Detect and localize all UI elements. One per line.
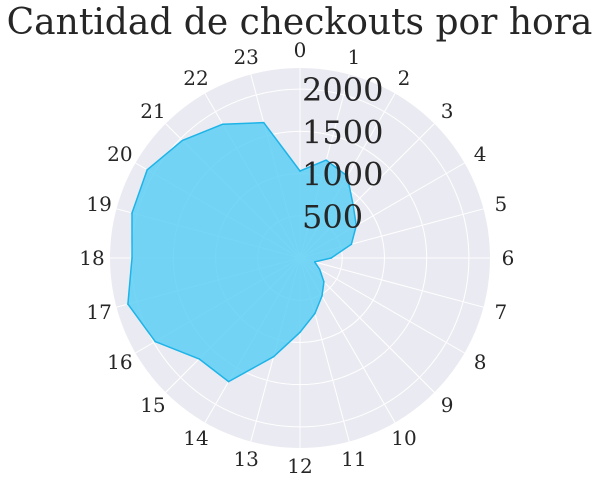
r-tick-label: 500 (302, 198, 363, 236)
theta-tick-label: 6 (502, 246, 515, 270)
theta-tick-label: 3 (441, 99, 454, 123)
theta-tick-label: 16 (107, 350, 132, 374)
theta-tick-label: 14 (183, 426, 208, 450)
theta-tick-label: 22 (183, 66, 208, 90)
r-tick-label: 2000 (302, 71, 383, 109)
data-point (318, 268, 321, 271)
theta-tick-label: 9 (441, 393, 454, 417)
chart-title: Cantidad de checkouts por hora (6, 2, 593, 43)
theta-tick-label: 13 (233, 447, 258, 471)
theta-tick-label: 12 (287, 454, 312, 478)
theta-tick-label: 10 (391, 426, 416, 450)
data-point (314, 312, 316, 315)
data-point (321, 295, 323, 297)
angular-gridline (299, 257, 465, 354)
data-point (323, 281, 325, 283)
data-point (131, 212, 133, 214)
angular-gridline (299, 257, 484, 308)
data-point (355, 224, 358, 227)
theta-tick-label: 0 (294, 38, 307, 62)
data-point (262, 121, 265, 124)
r-tick-label: 1000 (302, 156, 383, 194)
data-point (325, 159, 328, 161)
data-point (198, 358, 200, 360)
data-point (131, 257, 133, 259)
theta-tick-label: 11 (341, 447, 366, 471)
theta-tick-label: 21 (140, 99, 165, 123)
data-point (299, 170, 301, 172)
theta-tick-label: 2 (398, 66, 411, 90)
data-point (127, 303, 129, 305)
data-point (330, 257, 333, 259)
data-point (146, 168, 148, 171)
theta-tick-label: 1 (347, 45, 360, 69)
r-tick-label: 1500 (302, 113, 383, 151)
data-point (181, 139, 184, 142)
theta-tick-label: 19 (86, 192, 111, 216)
data-point (299, 331, 301, 334)
theta-tick-label: 4 (474, 142, 487, 166)
data-point (350, 243, 353, 246)
theta-tick-label: 23 (233, 45, 258, 69)
data-point (227, 380, 230, 383)
theta-tick-label: 15 (140, 393, 165, 417)
data-point (352, 204, 354, 206)
theta-tick-label: 17 (86, 300, 111, 324)
theta-tick-label: 20 (107, 142, 132, 166)
theta-tick-label: 8 (474, 350, 487, 374)
theta-tick-label: 7 (495, 300, 508, 324)
data-point (272, 355, 275, 358)
data-point (221, 123, 224, 125)
data-point (154, 340, 157, 343)
data-point (346, 175, 349, 177)
data-point (313, 261, 316, 263)
theta-tick-label: 18 (79, 246, 104, 270)
theta-tick-label: 5 (495, 192, 508, 216)
